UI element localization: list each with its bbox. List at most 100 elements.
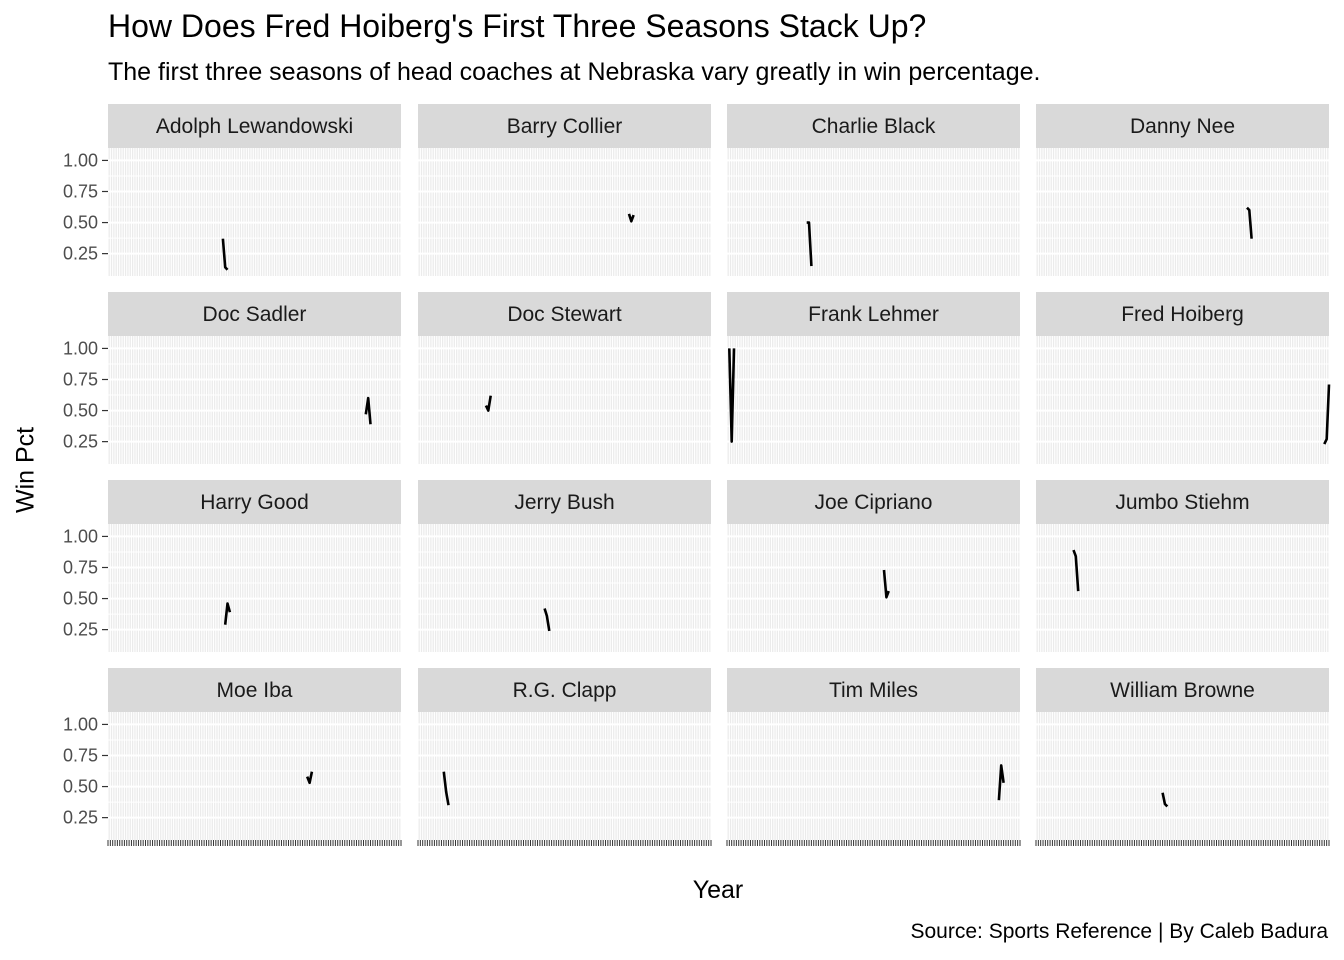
panel-background bbox=[418, 336, 711, 464]
series-line bbox=[364, 396, 372, 425]
facet-panel: William Browne bbox=[1035, 668, 1330, 846]
panel-background bbox=[108, 524, 401, 652]
y-tick-label: 0.25 bbox=[63, 432, 98, 452]
facet-strip-label: Moe Iba bbox=[217, 679, 293, 702]
facet-strip bbox=[418, 292, 711, 336]
panel-background bbox=[108, 148, 401, 276]
panel-background bbox=[108, 712, 401, 840]
panel-background bbox=[1036, 336, 1329, 464]
facet-strip-label: William Browne bbox=[1110, 679, 1255, 702]
facet-panel: Moe Iba 0.25 0.50 0.75 1.00 bbox=[63, 668, 402, 846]
y-tick-label: 0.50 bbox=[63, 213, 98, 233]
facet-strip-label: Danny Nee bbox=[1130, 115, 1235, 138]
x-axis-label: Year bbox=[692, 876, 744, 904]
facet-strip-label: Fred Hoiberg bbox=[1121, 303, 1244, 326]
chart-title: How Does Fred Hoiberg's First Three Seas… bbox=[108, 8, 927, 44]
facet-panel: Adolph Lewandowski 0.25 0.50 0.75 1.00 bbox=[63, 104, 402, 276]
facet-panel: Harry Good 0.25 0.50 0.75 1.00 bbox=[63, 480, 402, 652]
facet-panel: Barry Collier bbox=[417, 104, 712, 276]
y-tick-label: 0.75 bbox=[63, 557, 98, 577]
panel-background bbox=[727, 148, 1020, 276]
facet-panel: Doc Sadler 0.25 0.50 0.75 1.00 bbox=[63, 292, 402, 464]
facet-panel: Doc Stewart bbox=[417, 292, 712, 464]
facet-strip bbox=[108, 292, 401, 336]
caption: Source: Sports Reference | By Caleb Badu… bbox=[910, 920, 1328, 943]
facet-panel: Frank Lehmer bbox=[726, 292, 1021, 464]
y-tick-label: 0.50 bbox=[63, 401, 98, 421]
series-line bbox=[1246, 206, 1253, 239]
series-line bbox=[882, 569, 890, 599]
panel-background bbox=[418, 524, 711, 652]
panel-background bbox=[108, 336, 401, 464]
facet-panel: Jerry Bush bbox=[417, 480, 712, 652]
panel-background bbox=[727, 524, 1020, 652]
facet-strip-label: Jumbo Stiehm bbox=[1115, 491, 1249, 514]
facet-strip-label: Charlie Black bbox=[812, 115, 936, 138]
facet-strip-label: R.G. Clapp bbox=[513, 679, 617, 702]
facet-strip-label: Adolph Lewandowski bbox=[156, 115, 353, 138]
facet-strip bbox=[108, 104, 401, 148]
series-line bbox=[997, 764, 1005, 801]
panel-background bbox=[418, 148, 711, 276]
facet-strip-label: Doc Sadler bbox=[203, 303, 307, 326]
facet-strip bbox=[1036, 480, 1329, 524]
series-line bbox=[442, 771, 450, 806]
facet-panel: Tim Miles bbox=[726, 668, 1021, 846]
series-line bbox=[1323, 384, 1331, 445]
facet-panel: Danny Nee bbox=[1035, 104, 1330, 276]
facet-strip bbox=[418, 480, 711, 524]
y-tick-label: 0.50 bbox=[63, 777, 98, 797]
facet-strip-label: Jerry Bush bbox=[514, 491, 614, 514]
series-line bbox=[1072, 549, 1080, 592]
panel-background bbox=[727, 336, 1020, 464]
facet-strip-label: Harry Good bbox=[200, 491, 309, 514]
series-line bbox=[627, 213, 635, 223]
facet-strip bbox=[727, 104, 1020, 148]
facet-strip bbox=[108, 480, 401, 524]
y-tick-label: 1.00 bbox=[63, 338, 98, 358]
chart-subtitle: The first three seasons of head coaches … bbox=[108, 58, 1041, 86]
y-tick-label: 0.25 bbox=[63, 244, 98, 264]
series-line bbox=[728, 348, 736, 443]
series-line bbox=[806, 221, 813, 267]
facet-panel: Joe Cipriano bbox=[726, 480, 1021, 652]
facet-strip-label: Tim Miles bbox=[829, 679, 918, 702]
facet-panel: Jumbo Stiehm bbox=[1035, 480, 1330, 652]
y-tick-label: 0.75 bbox=[63, 745, 98, 765]
facet-strip-label: Frank Lehmer bbox=[808, 303, 939, 326]
y-tick-label: 0.50 bbox=[63, 589, 98, 609]
y-tick-label: 1.00 bbox=[63, 150, 98, 170]
series-line bbox=[221, 238, 229, 271]
series-line bbox=[305, 771, 314, 785]
panel-background bbox=[727, 712, 1020, 840]
y-tick-label: 0.75 bbox=[63, 181, 98, 201]
y-tick-label: 1.00 bbox=[63, 714, 98, 734]
series-line bbox=[223, 602, 232, 625]
facet-strip-label: Barry Collier bbox=[507, 115, 623, 138]
facet-strip bbox=[418, 668, 711, 712]
panel-background bbox=[1036, 148, 1329, 276]
facet-strip bbox=[727, 480, 1020, 524]
facet-panel: Fred Hoiberg bbox=[1035, 292, 1331, 464]
panel-background bbox=[418, 712, 711, 840]
facet-strip bbox=[1036, 104, 1329, 148]
y-tick-label: 0.75 bbox=[63, 369, 98, 389]
y-tick-label: 0.25 bbox=[63, 620, 98, 640]
facet-strip-label: Doc Stewart bbox=[507, 303, 622, 326]
series-line bbox=[543, 608, 551, 632]
panel-background bbox=[1036, 712, 1329, 840]
series-line bbox=[1161, 792, 1169, 808]
facet-strip bbox=[108, 668, 401, 712]
panel-background bbox=[1036, 524, 1329, 652]
y-tick-label: 1.00 bbox=[63, 526, 98, 546]
facet-strip-label: Joe Cipriano bbox=[815, 491, 933, 514]
facet-panel: Charlie Black bbox=[726, 104, 1021, 276]
facet-strip bbox=[1036, 668, 1329, 712]
facet-strip bbox=[727, 668, 1020, 712]
y-tick-label: 0.25 bbox=[63, 808, 98, 828]
facet-strip bbox=[727, 292, 1020, 336]
series-line bbox=[484, 395, 492, 412]
facet-strip bbox=[418, 104, 711, 148]
facet-strip bbox=[1036, 292, 1329, 336]
